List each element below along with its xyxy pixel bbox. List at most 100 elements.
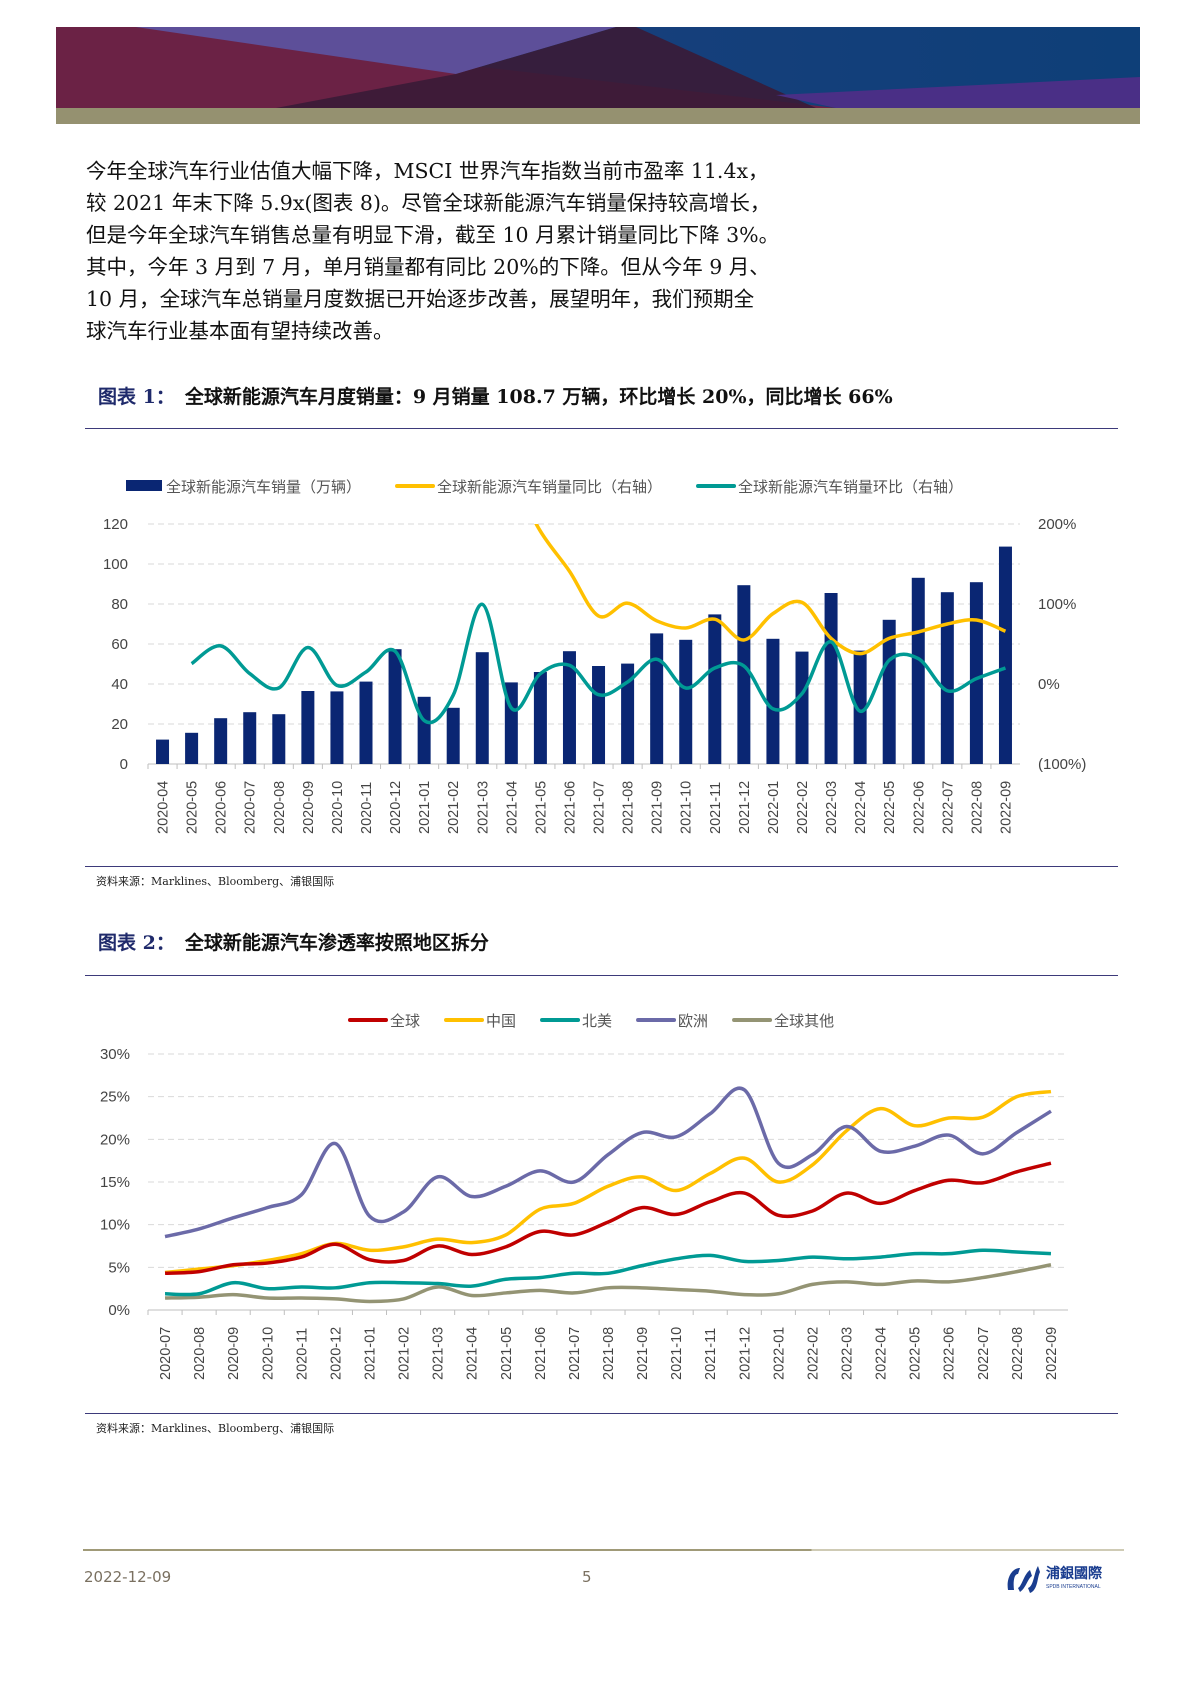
bar-2020-08: [272, 714, 286, 764]
right-axis-tick: 200%: [1038, 516, 1076, 533]
x-axis-label: 2022-03: [840, 1327, 856, 1380]
paragraph-line: 今年全球汽车行业估值大幅下降，MSCI 世界汽车指数当前市盈率 11.4x，: [86, 159, 769, 183]
bar-2021-09: [650, 633, 664, 764]
logo-text: 浦銀國際: [1046, 1565, 1103, 1582]
x-axis-label: 2021-08: [621, 781, 637, 834]
left-axis-tick: 80: [111, 596, 128, 613]
yoy-line: [534, 524, 1007, 656]
x-axis-label: 2021-09: [635, 1327, 651, 1380]
x-axis-label: 2020-07: [158, 1327, 174, 1380]
bar-2020-10: [330, 691, 344, 764]
bar-2022-02: [795, 651, 809, 764]
x-axis-label: 2020-09: [301, 781, 317, 834]
x-axis-label: 2021-12: [737, 781, 753, 834]
left-axis-tick: 20: [111, 716, 128, 733]
x-axis-label: 2020-11: [294, 1328, 310, 1380]
y-axis-tick: 10%: [100, 1217, 130, 1234]
x-axis-label: 2022-09: [1044, 1327, 1060, 1380]
x-axis-label: 2021-11: [708, 782, 724, 834]
x-axis-label: 2022-05: [908, 1327, 924, 1380]
x-axis-label: 2022-07: [940, 781, 956, 834]
left-axis-tick: 40: [111, 676, 128, 693]
bar-2022-01: [766, 638, 780, 764]
left-axis-tick: 60: [111, 636, 128, 653]
bar-2021-06: [562, 651, 576, 764]
bar-2021-07: [592, 666, 606, 764]
bar-2022-07: [940, 592, 954, 764]
line-北美: [165, 1248, 1052, 1297]
x-axis-label: 2020-10: [330, 781, 346, 834]
bar-2021-03: [475, 652, 489, 764]
paragraph-line: 较 2021 年末下降 5.9x(图表 8)。尽管全球新能源汽车销量保持较高增长…: [86, 191, 771, 215]
legend-label: 全球: [390, 1012, 420, 1030]
spdb-logo: 浦銀國際 SPDB INTERNATIONAL: [1007, 1565, 1103, 1593]
footer-rule: [83, 1549, 1124, 1551]
header-banner: [56, 27, 1140, 124]
mom-line: [190, 602, 1007, 725]
x-axis-label: 2021-01: [362, 1327, 378, 1380]
legend-swatch-bar: [126, 480, 162, 491]
x-axis-label: 2022-09: [998, 781, 1014, 834]
y-axis-tick: 5%: [108, 1259, 130, 1276]
chart1-svg: 0 20 40 60 80 100 120 (100%) 0% 100% 200% 2020-04 20…: [103, 478, 1086, 834]
left-axis-tick: 0: [120, 756, 128, 773]
legend-label: 全球其他: [774, 1012, 834, 1030]
page-number: 5: [582, 1568, 592, 1586]
x-axis-label: 2022-05: [882, 781, 898, 834]
figure2-title: 图表 2： 全球新能源汽车渗透率按照地区拆分: [98, 928, 489, 955]
figure1-label: 图表 1：: [98, 386, 175, 408]
x-axis-label: 2020-08: [272, 781, 288, 834]
bar-2020-09: [301, 691, 315, 764]
bar-2021-12: [737, 585, 751, 764]
x-axis-label: 2021-01: [417, 781, 433, 834]
x-axis-label: 2022-08: [969, 781, 985, 834]
x-axis-label: 2021-11: [703, 1328, 719, 1380]
x-axis-label: 2022-02: [795, 781, 811, 834]
figure1-title: 图表 1： 全球新能源汽车月度销量：9 月销量 108.7 万辆，环比增长 20%…: [98, 382, 893, 409]
x-axis-label: 2021-05: [533, 781, 549, 834]
left-axis-tick: 120: [103, 516, 128, 533]
bar-2020-07: [243, 712, 257, 764]
x-axis-label: 2021-04: [504, 781, 520, 834]
bar-2021-10: [679, 639, 693, 764]
x-axis-label: 2020-11: [359, 782, 375, 834]
bar-2020-04: [156, 739, 170, 764]
figure2-title-text: 全球新能源汽车渗透率按照地区拆分: [184, 932, 489, 954]
x-axis-label: 2021-10: [669, 1327, 685, 1380]
legend-label: 北美: [582, 1012, 612, 1030]
line-欧洲: [164, 1086, 1052, 1239]
x-axis-label: 2022-04: [874, 1327, 890, 1380]
y-axis-tick: 30%: [100, 1046, 130, 1063]
bar-2020-05: [185, 732, 199, 764]
x-axis-label: 2021-07: [592, 781, 608, 834]
x-axis-label: 2021-05: [499, 1327, 515, 1380]
paragraph-line: 10 月，全球汽车总销量月度数据已开始逐步改善，展望明年，我们预期全: [86, 287, 755, 311]
figure2-top-rule: [85, 975, 1118, 976]
x-axis-label: 2021-04: [465, 1327, 481, 1380]
legend-label: 中国: [486, 1012, 516, 1030]
x-axis-label: 2021-08: [601, 1327, 617, 1380]
figure1-source: 资料来源：Marklines、Bloomberg、浦银国际: [96, 875, 335, 888]
x-axis-label: 2021-03: [475, 781, 491, 834]
line-全球: [164, 1161, 1052, 1276]
x-axis-label: 2022-06: [942, 1327, 958, 1380]
paragraph-line: 但是今年全球汽车销售总量有明显下滑，截至 10 月累计销量同比下降 3%。: [86, 223, 780, 247]
x-axis-label: 2020-07: [243, 781, 259, 834]
bar-2021-05: [533, 672, 547, 764]
figure2-source: 资料来源：Marklines、Bloomberg、浦银国际: [96, 1422, 335, 1435]
y-axis-tick: 15%: [100, 1174, 130, 1191]
x-axis-label: 2021-06: [533, 1327, 549, 1380]
x-axis-label: 2022-01: [766, 781, 782, 834]
y-axis-tick: 25%: [100, 1089, 130, 1106]
x-axis-label: 2022-01: [771, 1327, 787, 1380]
chart2-svg: 0% 5% 10% 15% 20% 25% 30% 2020-07 2020-08 2020-09…: [100, 1012, 1068, 1380]
bar-2022-06: [911, 577, 925, 764]
bar-2022-03: [824, 593, 838, 764]
x-axis-label: 2022-03: [824, 781, 840, 834]
right-axis-tick: 100%: [1038, 596, 1076, 613]
x-axis-label: 2020-12: [328, 1327, 344, 1380]
bar-2021-02: [446, 707, 460, 764]
x-axis-label: 2020-05: [185, 781, 201, 834]
chart2-legend: 全球 中国 北美 欧洲 全球其他: [348, 1012, 834, 1030]
right-axis-tick: 0%: [1038, 676, 1060, 693]
